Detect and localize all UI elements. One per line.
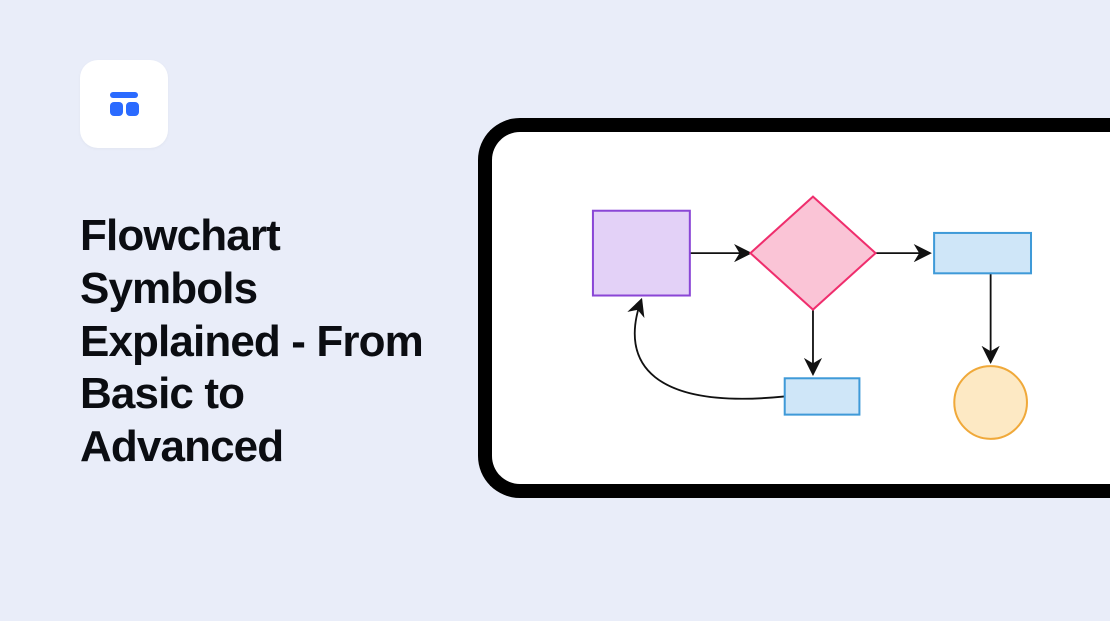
edge-process2-process1 [635,300,785,399]
logo-icon [110,92,139,116]
node-decision [750,197,875,310]
logo-squares [110,102,139,116]
logo-square-left [110,102,123,116]
node-process3 [934,233,1031,273]
flowchart-diagram [492,132,1110,495]
logo-bar [110,92,138,98]
logo-square-right [126,102,139,116]
device-frame [478,118,1110,498]
node-process1 [593,211,690,296]
page-title: Flowchart Symbols Explained - From Basic… [80,210,430,474]
logo-badge [80,60,168,148]
node-process2 [785,378,860,414]
node-terminal [954,366,1027,439]
infographic-canvas: Flowchart Symbols Explained - From Basic… [0,0,1110,621]
